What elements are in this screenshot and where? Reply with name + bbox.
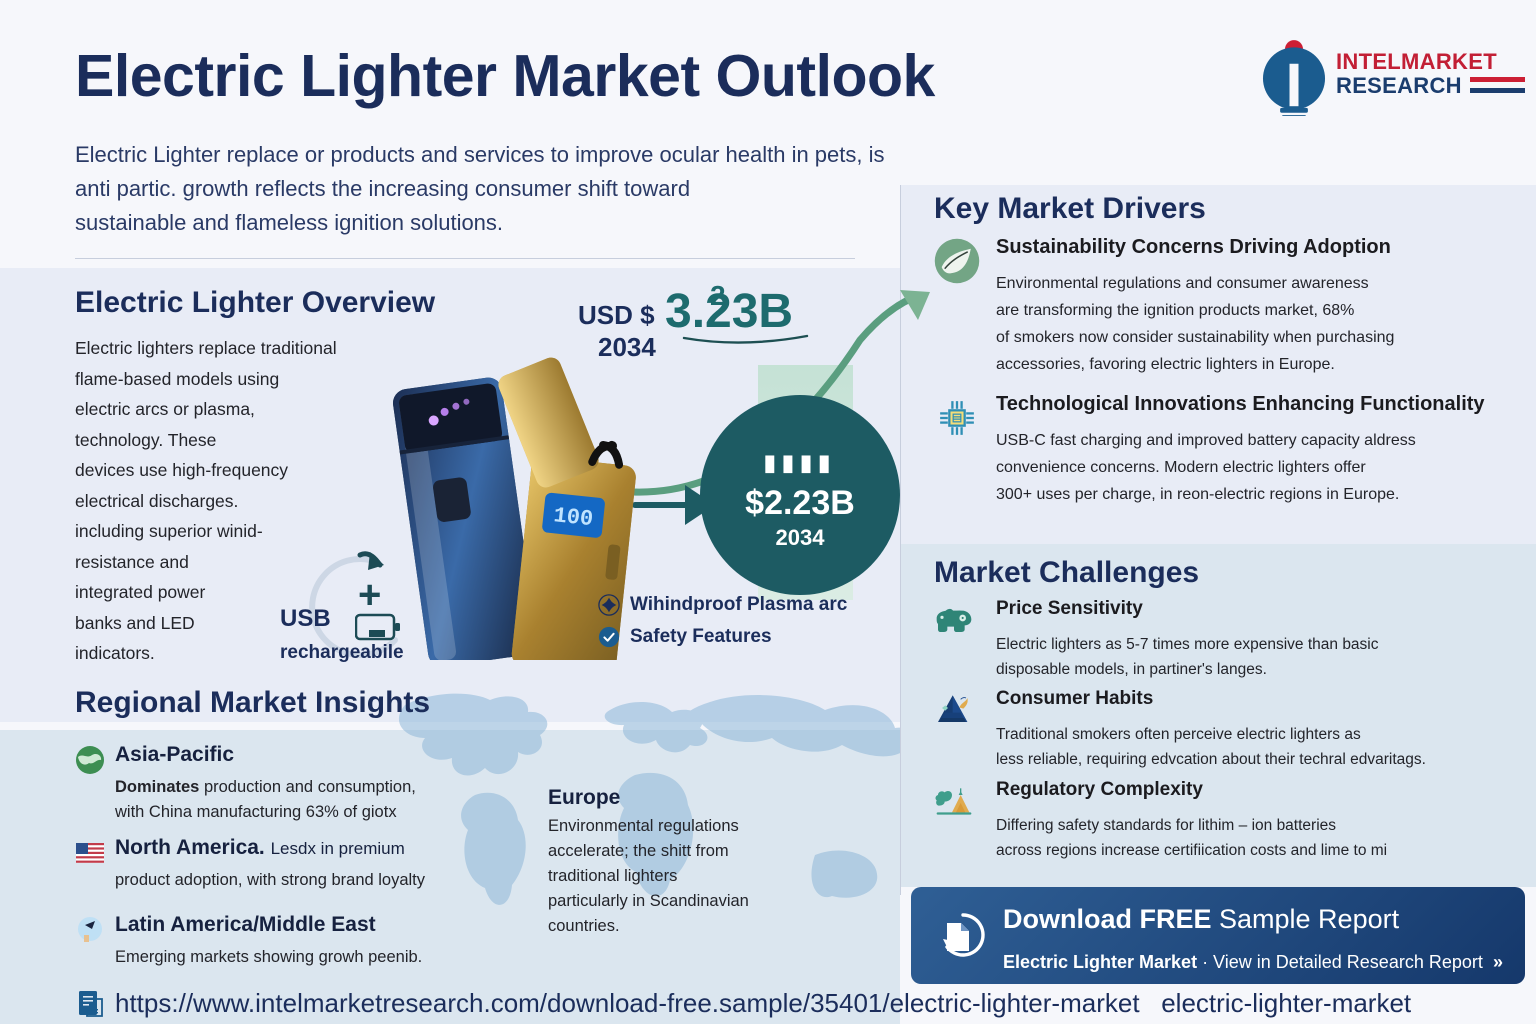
svg-text:100: 100 (552, 503, 594, 532)
